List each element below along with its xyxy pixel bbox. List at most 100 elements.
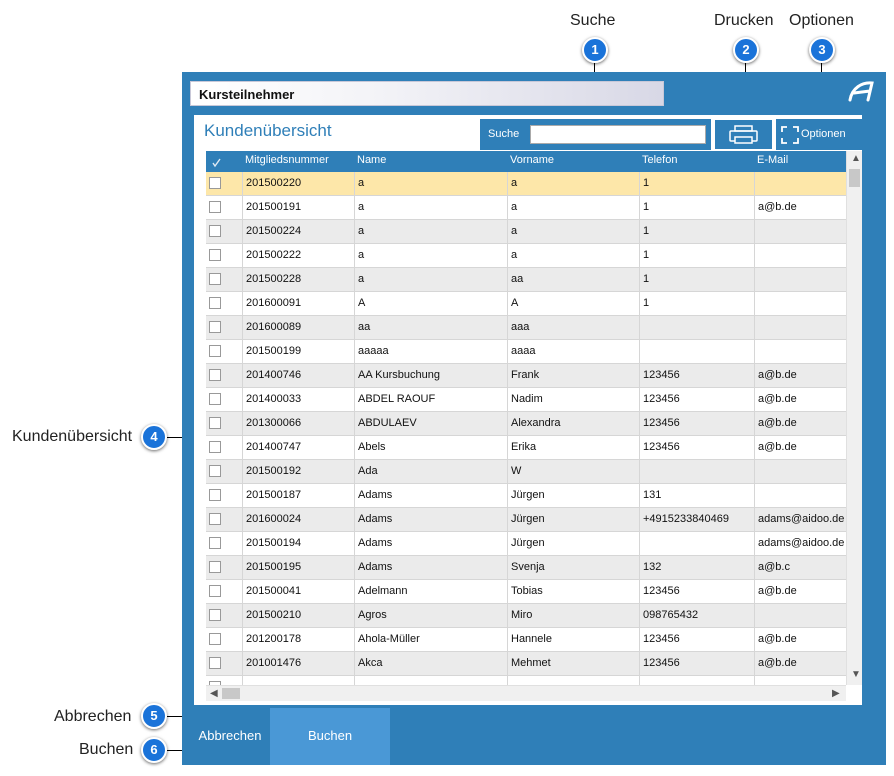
cell-telefon bbox=[639, 316, 754, 340]
callout-label-buchen: Buchen bbox=[79, 741, 133, 759]
horizontal-scrollbar[interactable]: ◀ ▶ bbox=[206, 685, 846, 701]
print-button[interactable] bbox=[714, 119, 773, 150]
cell-mitgliedsnummer: 201500191 bbox=[242, 196, 354, 220]
options-button[interactable]: Optionen bbox=[776, 119, 864, 150]
cell-email bbox=[754, 268, 846, 292]
cell-vorname: Alexandra bbox=[507, 412, 639, 436]
column-header-telefon[interactable]: Telefon bbox=[642, 154, 677, 166]
window-titlebar: Kursteilnehmer bbox=[190, 81, 664, 106]
row-checkbox[interactable] bbox=[209, 225, 221, 237]
cell-mitgliedsnummer: 201600091 bbox=[242, 292, 354, 316]
table-row[interactable]: 201500222 a a 1 bbox=[206, 244, 846, 268]
scroll-left-icon[interactable]: ◀ bbox=[210, 688, 218, 699]
table-row[interactable]: 201500224 a a 1 bbox=[206, 220, 846, 244]
table-row[interactable]: 201500192 Ada W bbox=[206, 460, 846, 484]
cell-telefon: 123456 bbox=[639, 364, 754, 388]
table-row[interactable]: 201200178 Ahola-Müller Hannele 123456 a@b.de bbox=[206, 628, 846, 652]
cell-name: AA Kursbuchung bbox=[354, 364, 507, 388]
table-row[interactable]: 201400747 Abels Erika 123456 a@b.de bbox=[206, 436, 846, 460]
row-checkbox[interactable] bbox=[209, 585, 221, 597]
cell-vorname: Jürgen bbox=[507, 484, 639, 508]
cell-mitgliedsnummer: 201500224 bbox=[242, 220, 354, 244]
vertical-scrollbar[interactable]: ▲ ▼ bbox=[846, 151, 862, 685]
table-row[interactable]: 201400033 ABDEL RAOUF Nadim 123456 a@b.de bbox=[206, 388, 846, 412]
customer-table: Mitgliedsnummer Name Vorname Telefon E-M… bbox=[206, 151, 862, 701]
table-row[interactable]: 201600091 A A 1 bbox=[206, 292, 846, 316]
row-checkbox[interactable] bbox=[209, 249, 221, 261]
row-checkbox[interactable] bbox=[209, 417, 221, 429]
table-row[interactable]: 201500195 Adams Svenja 132 a@b.c bbox=[206, 556, 846, 580]
table-row[interactable]: 201500228 a aa 1 bbox=[206, 268, 846, 292]
cell-telefon: 123456 bbox=[639, 580, 754, 604]
search-input[interactable] bbox=[530, 125, 706, 144]
cell-mitgliedsnummer: 201600024 bbox=[242, 508, 354, 532]
row-checkbox[interactable] bbox=[209, 345, 221, 357]
app-logo-icon bbox=[846, 78, 876, 106]
row-checkbox[interactable] bbox=[209, 633, 221, 645]
cell-name: ABDEL RAOUF bbox=[354, 388, 507, 412]
table-row[interactable]: 201500187 Adams Jürgen 131 bbox=[206, 484, 846, 508]
column-header-mitgliedsnummer[interactable]: Mitgliedsnummer bbox=[245, 154, 329, 166]
table-row[interactable]: 201600089 aa aaa bbox=[206, 316, 846, 340]
table-header: Mitgliedsnummer Name Vorname Telefon E-M… bbox=[206, 151, 846, 172]
table-row[interactable]: 201500220 a a 1 bbox=[206, 172, 846, 196]
callout-bubble-6: 6 bbox=[141, 737, 167, 763]
table-row[interactable]: 201600024 Adams Jürgen +4915233840469 adams@… bbox=[206, 508, 846, 532]
cancel-button[interactable]: Abbrechen bbox=[190, 708, 270, 765]
row-checkbox[interactable] bbox=[209, 537, 221, 549]
scroll-down-icon[interactable]: ▼ bbox=[851, 669, 861, 680]
row-checkbox[interactable] bbox=[209, 489, 221, 501]
cell-mitgliedsnummer: 201500195 bbox=[242, 556, 354, 580]
cell-email bbox=[754, 220, 846, 244]
callout-label-drucken: Drucken bbox=[714, 12, 774, 30]
table-row[interactable]: 201001476 Akca Mehmet 123456 a@b.de bbox=[206, 652, 846, 676]
row-checkbox[interactable] bbox=[209, 441, 221, 453]
header-check-icon[interactable] bbox=[211, 155, 222, 166]
row-checkbox[interactable] bbox=[209, 561, 221, 573]
cell-email: a@b.de bbox=[754, 412, 846, 436]
cell-telefon: 1 bbox=[639, 268, 754, 292]
row-checkbox[interactable] bbox=[209, 177, 221, 189]
row-checkbox[interactable] bbox=[209, 609, 221, 621]
row-checkbox[interactable] bbox=[209, 201, 221, 213]
row-checkbox[interactable] bbox=[209, 369, 221, 381]
table-row[interactable]: 201500194 Adams Jürgen adams@aidoo.de bbox=[206, 532, 846, 556]
vertical-scroll-thumb[interactable] bbox=[849, 169, 860, 187]
cell-email: a@b.de bbox=[754, 436, 846, 460]
cell-email: a@b.de bbox=[754, 652, 846, 676]
cell-name: a bbox=[354, 172, 507, 196]
cell-mitgliedsnummer: 201400747 bbox=[242, 436, 354, 460]
cell-vorname: A bbox=[507, 292, 639, 316]
row-checkbox[interactable] bbox=[209, 273, 221, 285]
row-checkbox[interactable] bbox=[209, 513, 221, 525]
callout-bubble-5: 5 bbox=[141, 703, 167, 729]
app-window: Kursteilnehmer Kundenübersicht Suche Opt… bbox=[182, 72, 886, 765]
cell-mitgliedsnummer: 201500187 bbox=[242, 484, 354, 508]
table-row[interactable]: 201500199 aaaaa aaaa bbox=[206, 340, 846, 364]
row-checkbox[interactable] bbox=[209, 297, 221, 309]
horizontal-scroll-thumb[interactable] bbox=[222, 688, 240, 699]
table-row[interactable]: 201400746 AA Kursbuchung Frank 123456 a@b.de bbox=[206, 364, 846, 388]
row-checkbox[interactable] bbox=[209, 657, 221, 669]
scroll-up-icon[interactable]: ▲ bbox=[851, 153, 861, 164]
column-header-vorname[interactable]: Vorname bbox=[510, 154, 554, 166]
cell-telefon: 1 bbox=[639, 196, 754, 220]
table-row[interactable]: 201300066 ABDULAEV Alexandra 123456 a@b.de bbox=[206, 412, 846, 436]
book-button[interactable]: Buchen bbox=[270, 708, 390, 765]
search-box: Suche bbox=[480, 119, 711, 150]
table-row[interactable]: 201500041 Adelmann Tobias 123456 a@b.de bbox=[206, 580, 846, 604]
column-header-name[interactable]: Name bbox=[357, 154, 386, 166]
scroll-right-icon[interactable]: ▶ bbox=[832, 688, 840, 699]
table-row[interactable]: 201500210 Agros Miro 098765432 bbox=[206, 604, 846, 628]
window-title: Kursteilnehmer bbox=[199, 87, 294, 102]
cell-vorname: Erika bbox=[507, 436, 639, 460]
cell-email: a@b.c bbox=[754, 556, 846, 580]
cell-telefon bbox=[639, 340, 754, 364]
cell-telefon: 123456 bbox=[639, 628, 754, 652]
row-checkbox[interactable] bbox=[209, 393, 221, 405]
row-checkbox[interactable] bbox=[209, 465, 221, 477]
table-row[interactable]: 201500191 a a 1 a@b.de bbox=[206, 196, 846, 220]
row-checkbox[interactable] bbox=[209, 321, 221, 333]
column-header-email[interactable]: E-Mail bbox=[757, 154, 788, 166]
cell-name: Abels bbox=[354, 436, 507, 460]
